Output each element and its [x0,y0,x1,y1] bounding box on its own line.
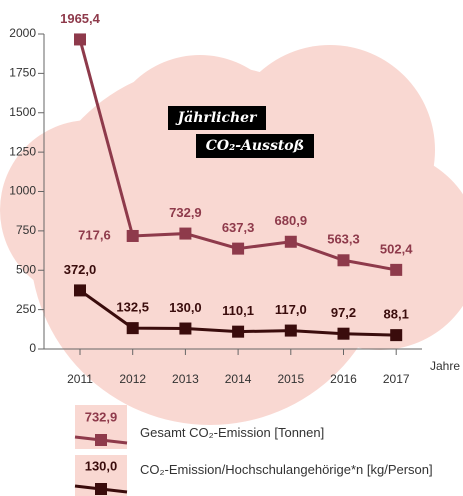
x-tick-label: 2015 [277,372,304,386]
data-label: 372,0 [64,262,97,277]
marker [284,324,297,337]
data-label: 563,3 [327,232,360,247]
x-tick-label: 2013 [172,372,199,386]
chart-title: CO₂-Ausstoß [206,138,305,154]
x-tick-label: 2016 [330,372,357,386]
data-label: 88,1 [384,307,409,322]
marker [390,329,403,342]
legend-marker [95,434,107,446]
y-tick-label: 250 [16,302,36,316]
data-label: 680,9 [275,213,308,228]
marker [74,284,86,297]
x-tick-label: 2012 [119,372,146,386]
data-label: 132,5 [116,300,149,315]
x-axis-label: Jahre [430,359,460,373]
marker [337,254,350,267]
y-tick-label: 1250 [9,144,36,158]
data-label: 1965,4 [60,11,101,26]
legend-label: CO₂-Emission/Hochschulangehörige*n [kg/P… [140,462,433,477]
data-label: 97,2 [331,305,356,320]
marker [232,325,245,338]
marker [74,33,86,46]
y-tick-label: 750 [16,223,36,237]
data-label: 117,0 [275,302,307,317]
chart-title: Jährlicher [175,110,258,126]
x-tick-label: 2017 [383,372,410,386]
data-label: 732,9 [169,205,202,220]
legend-value: 130,0 [85,458,118,473]
marker [337,327,350,340]
title-box [196,134,314,158]
marker [179,322,192,335]
legend-marker [95,483,107,495]
marker [126,322,139,335]
x-tick-label: 2014 [225,372,252,386]
legend-label: Gesamt CO₂-Emission [Tonnen] [140,425,325,440]
marker [179,227,192,240]
data-label: 637,3 [222,220,255,235]
data-label: 110,1 [222,303,254,318]
y-tick-label: 1500 [9,105,36,119]
marker [390,263,403,276]
legend-value: 732,9 [85,409,118,424]
data-label: 717,6 [78,227,111,242]
marker [126,229,139,242]
y-tick-label: 0 [29,341,36,355]
data-label: 130,0 [169,300,202,315]
y-tick-label: 500 [16,262,36,276]
marker [232,242,245,255]
y-tick-label: 1750 [9,66,36,80]
data-label: 502,4 [380,241,413,256]
y-tick-label: 1000 [9,184,36,198]
y-tick-label: 2000 [9,26,36,40]
title-box [168,106,266,130]
x-tick-label: 2011 [67,372,93,386]
marker [284,235,297,248]
